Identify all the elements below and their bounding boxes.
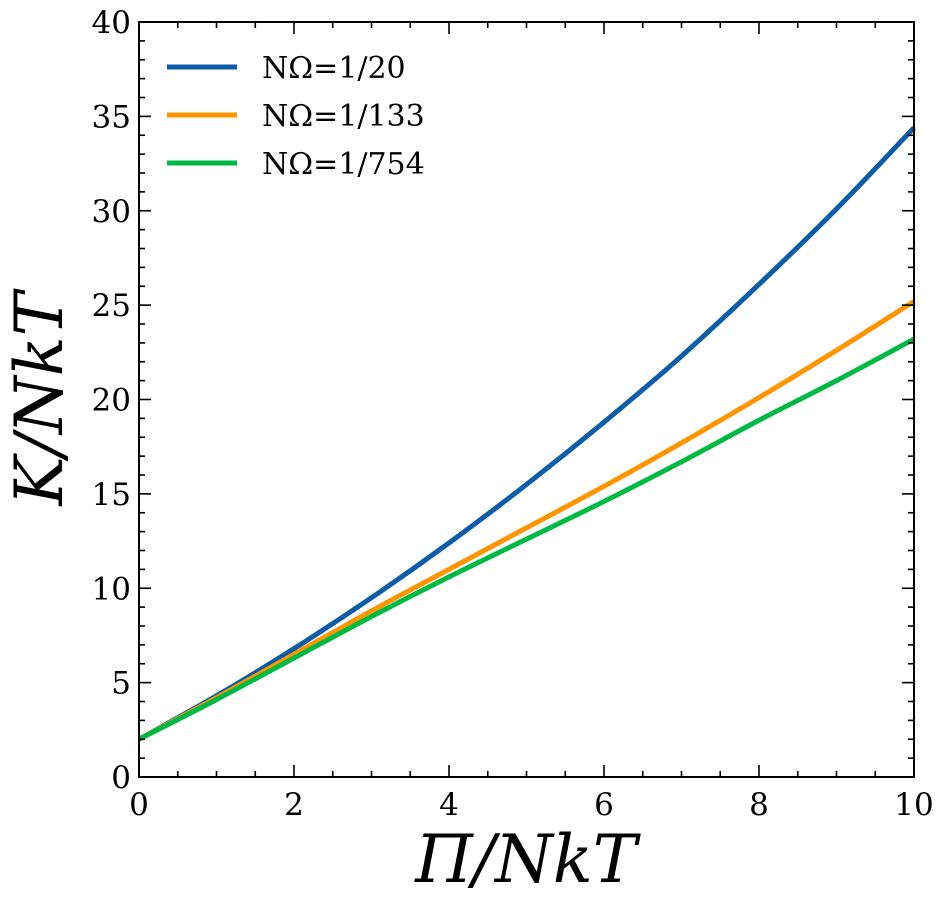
x-tick-label: 4 (439, 787, 459, 823)
y-tick-label: 15 (92, 477, 131, 513)
y-tick-label: 20 (92, 383, 131, 419)
y-axis-title: K/NkT (1, 287, 78, 506)
legend: NΩ=1/20 NΩ=1/133 NΩ=1/754 (167, 51, 425, 182)
x-tick-label: 2 (284, 787, 304, 823)
x-tick-label: 6 (594, 787, 614, 823)
x-tick-label: 10 (894, 787, 933, 823)
legend-label-2: NΩ=1/133 (262, 99, 425, 134)
plot-area (139, 22, 914, 777)
plot-frame (138, 21, 915, 778)
y-tick-label: 40 (92, 5, 131, 41)
y-tick-label: 10 (92, 571, 131, 607)
y-tick-label: 0 (111, 760, 131, 796)
series-line-3 (137, 336, 916, 742)
x-tick-label: 0 (129, 787, 149, 823)
y-tick-label: 5 (111, 666, 131, 702)
legend-label-1: NΩ=1/20 (262, 51, 406, 86)
series-line-1 (137, 125, 916, 742)
legend-label-3: NΩ=1/754 (262, 147, 425, 182)
y-tick-label: 30 (92, 194, 131, 230)
y-tick-label: 35 (92, 99, 131, 135)
x-tick-label: 8 (749, 787, 769, 823)
x-axis-title: Π/NkT (414, 821, 642, 898)
y-tick-label: 25 (92, 288, 131, 324)
series-layer (137, 125, 916, 742)
series-line-2 (137, 299, 916, 742)
